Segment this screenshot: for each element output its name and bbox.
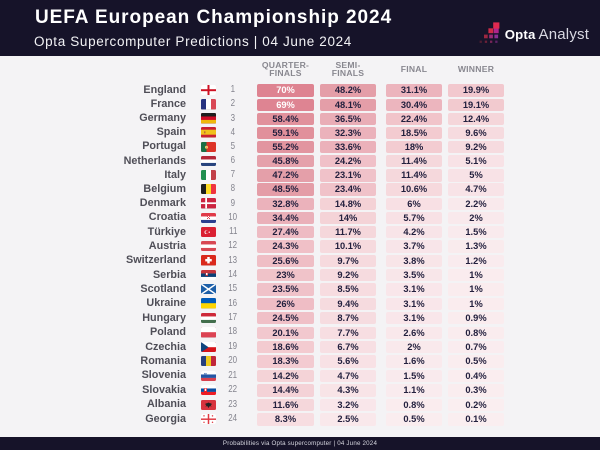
svg-text:Opta: Opta: [505, 27, 536, 42]
svg-text:Analyst: Analyst: [539, 26, 590, 43]
